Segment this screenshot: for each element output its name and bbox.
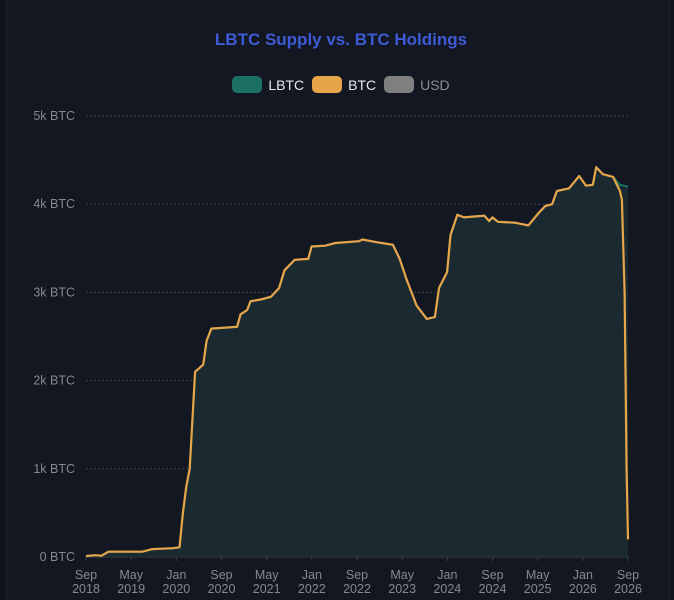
x-tick-label: May 2019 [117,568,145,596]
x-tick-label: Sep 2024 [479,568,507,596]
x-tick-label: Sep 2022 [343,568,371,596]
y-tick-label: 4k BTC [33,197,75,211]
btc-series-line [85,166,630,558]
x-tick-label: Jan 2022 [298,568,326,596]
x-tick-label: Sep 2020 [208,568,236,596]
x-tick-label: Sep 2026 [614,568,642,596]
x-tick-label: May 2021 [253,568,281,596]
legend-item-lbtc[interactable]: LBTC [232,76,304,93]
y-tick-label: 3k BTC [33,285,75,299]
x-tick-label: May 2025 [524,568,552,596]
x-tick-label: Jan 2020 [162,568,190,596]
legend-swatch-btc [312,76,343,93]
legend-swatch-lbtc [232,76,263,93]
legend-item-btc[interactable]: BTC [312,76,376,93]
x-tick-label: May 2023 [388,568,416,596]
y-tick-label: 5k BTC [33,109,75,123]
x-tick-label: Sep 2018 [72,568,100,596]
y-tick-label: 2k BTC [33,374,75,388]
legend-label-usd: USD [420,76,450,93]
chart-title: LBTC Supply vs. BTC Holdings [214,30,468,49]
lbtc-area [86,167,628,557]
y-tick-label: 0 BTC [40,550,75,564]
x-tick-label: Jan 2024 [433,568,461,596]
chart-legend: LBTC BTC USD [0,76,674,93]
legend-swatch-usd [384,76,415,93]
legend-item-usd[interactable]: USD [384,76,450,93]
y-tick-label: 1k BTC [33,462,75,476]
legend-label-btc: BTC [348,76,377,93]
legend-label-lbtc: LBTC [268,76,305,93]
x-tick-label: Jan 2026 [569,568,597,596]
